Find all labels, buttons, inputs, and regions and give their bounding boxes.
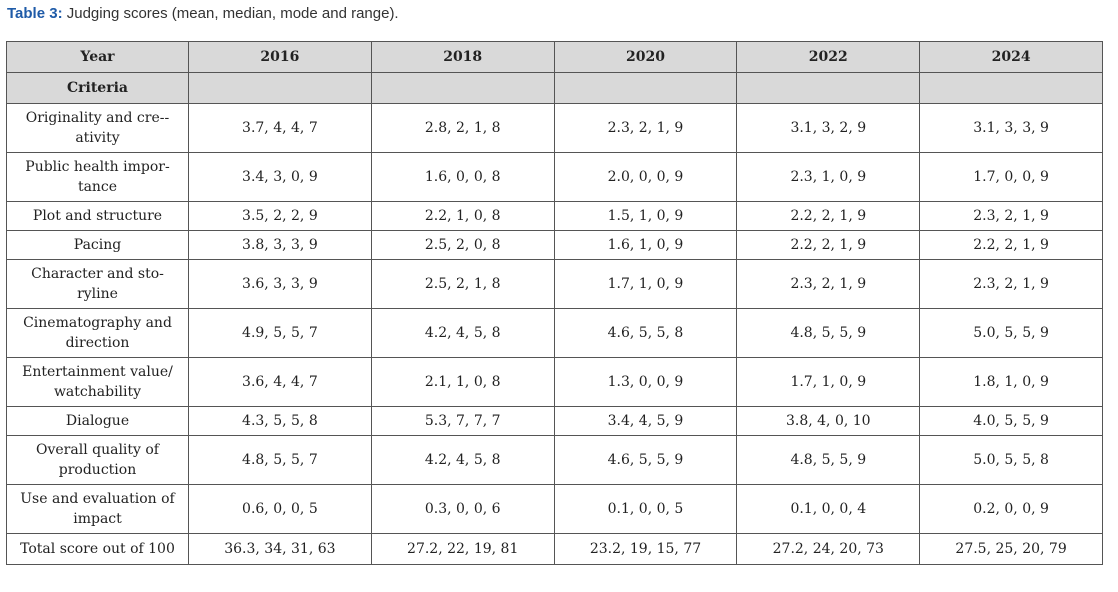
score-cell-2022: 2.2, 2, 1, 9 — [736, 201, 921, 231]
table-row: Public health impor-tance 3.4, 3, 0, 9 1.6… — [6, 152, 1103, 202]
score-cell-2024: 27.5, 25, 20, 79 — [919, 533, 1103, 565]
score-cell-2024: 1.8, 1, 0, 9 — [919, 357, 1103, 407]
score-cell-2024: 4.0, 5, 5, 9 — [919, 406, 1103, 436]
score-cell-2016: 4.3, 5, 5, 8 — [188, 406, 372, 436]
criteria-header-row: Criteria — [6, 72, 1103, 104]
table-row: Pacing 3.8, 3, 3, 9 2.5, 2, 0, 8 1.6, 1, 0,… — [6, 230, 1103, 260]
criterion-cell: Total score out of 100 — [6, 533, 189, 565]
score-cell-2016: 0.6, 0, 0, 5 — [188, 484, 372, 534]
year-2018-header: 2018 — [370, 41, 555, 73]
table-row: Entertainment value/ watchability 3.6, 4,… — [6, 357, 1103, 407]
score-cell-2022: 4.8, 5, 5, 9 — [736, 435, 921, 485]
score-cell-2020: 1.7, 1, 0, 9 — [553, 259, 738, 309]
year-header: Year — [6, 41, 189, 73]
year-header-row: Year 2016 2018 2020 2022 2024 — [6, 41, 1103, 73]
table-caption-label: Table 3: — [7, 5, 63, 22]
table-row: Originality and cre-­ativity 3.7, 4, 4, 7… — [6, 103, 1103, 153]
score-cell-2018: 5.3, 7, 7, 7 — [370, 406, 555, 436]
score-cell-2024: 0.2, 0, 0, 9 — [919, 484, 1103, 534]
score-cell-2022: 3.1, 3, 2, 9 — [736, 103, 921, 153]
score-cell-2018: 4.2, 4, 5, 8 — [370, 435, 555, 485]
table-row: Total score out of 100 36.3, 34, 31, 63 27… — [6, 533, 1103, 565]
score-cell-2024: 2.3, 2, 1, 9 — [919, 201, 1103, 231]
score-cell-2022: 27.2, 24, 20, 73 — [736, 533, 921, 565]
criterion-cell: Pacing — [6, 230, 189, 260]
score-cell-2020: 2.0, 0, 0, 9 — [553, 152, 738, 202]
criterion-cell: Public health impor-tance — [6, 152, 189, 202]
judging-scores-table: Year 2016 2018 2020 2022 2024 Criteria O… — [6, 41, 1103, 565]
score-cell-2018: 2.8, 2, 1, 8 — [370, 103, 555, 153]
score-cell-2024: 3.1, 3, 3, 9 — [919, 103, 1103, 153]
score-cell-2016: 36.3, 34, 31, 63 — [188, 533, 372, 565]
empty-header-cell — [553, 72, 738, 104]
table-row: Character and sto-ryline 3.6, 3, 3, 9 2.5,… — [6, 259, 1103, 309]
score-cell-2020: 3.4, 4, 5, 9 — [553, 406, 738, 436]
score-cell-2016: 4.8, 5, 5, 7 — [188, 435, 372, 485]
score-cell-2016: 3.7, 4, 4, 7 — [188, 103, 372, 153]
year-2016-header: 2016 — [188, 41, 372, 73]
criterion-cell: Overall quality of production — [6, 435, 189, 485]
score-cell-2020: 1.6, 1, 0, 9 — [553, 230, 738, 260]
score-cell-2024: 5.0, 5, 5, 8 — [919, 435, 1103, 485]
criterion-cell: Originality and cre-­ativity — [6, 103, 189, 153]
score-cell-2016: 3.8, 3, 3, 9 — [188, 230, 372, 260]
criterion-cell: Entertainment value/ watchability — [6, 357, 189, 407]
score-cell-2018: 0.3, 0, 0, 6 — [370, 484, 555, 534]
score-cell-2016: 4.9, 5, 5, 7 — [188, 308, 372, 358]
empty-header-cell — [370, 72, 555, 104]
criterion-cell: Plot and structure — [6, 201, 189, 231]
criterion-cell: Cinematography and direction — [6, 308, 189, 358]
table-caption-text: Judging scores (mean, median, mode and r… — [66, 5, 399, 22]
empty-header-cell — [919, 72, 1103, 104]
score-cell-2018: 1.6, 0, 0, 8 — [370, 152, 555, 202]
score-cell-2024: 1.7, 0, 0, 9 — [919, 152, 1103, 202]
score-cell-2018: 27.2, 22, 19, 81 — [370, 533, 555, 565]
score-cell-2020: 4.6, 5, 5, 9 — [553, 435, 738, 485]
year-2024-header: 2024 — [919, 41, 1103, 73]
score-cell-2022: 1.7, 1, 0, 9 — [736, 357, 921, 407]
score-cell-2020: 0.1, 0, 0, 5 — [553, 484, 738, 534]
criteria-header: Criteria — [6, 72, 189, 104]
score-cell-2022: 2.3, 2, 1, 9 — [736, 259, 921, 309]
criterion-cell: Character and sto-ryline — [6, 259, 189, 309]
score-cell-2022: 2.2, 2, 1, 9 — [736, 230, 921, 260]
score-cell-2020: 23.2, 19, 15, 77 — [553, 533, 738, 565]
table-row: Overall quality of production 4.8, 5, 5, … — [6, 435, 1103, 485]
score-cell-2020: 4.6, 5, 5, 8 — [553, 308, 738, 358]
score-cell-2016: 3.4, 3, 0, 9 — [188, 152, 372, 202]
score-cell-2018: 2.2, 1, 0, 8 — [370, 201, 555, 231]
score-cell-2024: 2.2, 2, 1, 9 — [919, 230, 1103, 260]
score-cell-2022: 4.8, 5, 5, 9 — [736, 308, 921, 358]
score-cell-2016: 3.6, 3, 3, 9 — [188, 259, 372, 309]
table-row: Use and evaluation of impact 0.6, 0, 0, 5… — [6, 484, 1103, 534]
score-cell-2024: 2.3, 2, 1, 9 — [919, 259, 1103, 309]
score-cell-2016: 3.5, 2, 2, 9 — [188, 201, 372, 231]
score-cell-2020: 2.3, 2, 1, 9 — [553, 103, 738, 153]
year-2022-header: 2022 — [736, 41, 921, 73]
score-cell-2018: 2.1, 1, 0, 8 — [370, 357, 555, 407]
score-cell-2018: 2.5, 2, 1, 8 — [370, 259, 555, 309]
table-row: Plot and structure 3.5, 2, 2, 9 2.2, 1, 0,… — [6, 201, 1103, 231]
score-cell-2020: 1.5, 1, 0, 9 — [553, 201, 738, 231]
score-cell-2016: 3.6, 4, 4, 7 — [188, 357, 372, 407]
score-cell-2018: 4.2, 4, 5, 8 — [370, 308, 555, 358]
empty-header-cell — [736, 72, 921, 104]
table-row: Dialogue 4.3, 5, 5, 8 5.3, 7, 7, 7 3.4, 4, … — [6, 406, 1103, 436]
table-row: Cinematography and direction 4.9, 5, 5, 7… — [6, 308, 1103, 358]
score-cell-2018: 2.5, 2, 0, 8 — [370, 230, 555, 260]
score-cell-2022: 0.1, 0, 0, 4 — [736, 484, 921, 534]
table-caption: Table 3: Judging scores (mean, median, m… — [7, 5, 399, 22]
year-2020-header: 2020 — [553, 41, 738, 73]
criterion-cell: Dialogue — [6, 406, 189, 436]
score-cell-2022: 3.8, 4, 0, 10 — [736, 406, 921, 436]
score-cell-2020: 1.3, 0, 0, 9 — [553, 357, 738, 407]
criterion-cell: Use and evaluation of impact — [6, 484, 189, 534]
score-cell-2022: 2.3, 1, 0, 9 — [736, 152, 921, 202]
score-cell-2024: 5.0, 5, 5, 9 — [919, 308, 1103, 358]
empty-header-cell — [188, 72, 372, 104]
